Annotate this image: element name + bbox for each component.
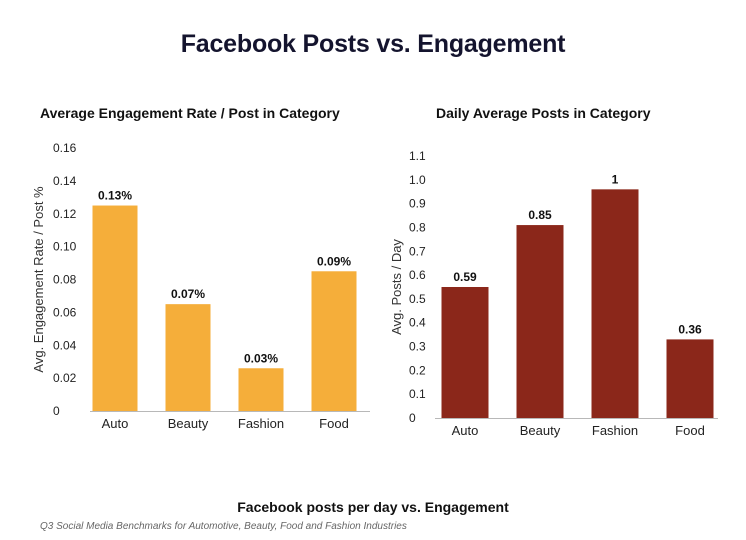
y-tick-label: 0.5	[409, 292, 426, 306]
bar-fashion	[591, 189, 639, 418]
chart-title: Average Engagement Rate / Post in Catego…	[40, 105, 340, 121]
data-label: 0.36	[678, 322, 702, 336]
y-tick-label: 0	[53, 404, 60, 418]
y-tick-label: 0	[409, 411, 416, 425]
y-tick-label: 0.2	[409, 363, 426, 377]
y-axis-label: Avg. Engagement Rate / Post %	[31, 186, 46, 373]
data-label: 0.85	[528, 208, 552, 222]
daily-posts-chart: Daily Average Posts in Category 0 0.1 0.2 0.…	[389, 105, 718, 438]
bar-auto	[92, 205, 138, 411]
category-label: Food	[675, 423, 705, 438]
data-label: 0.07%	[171, 287, 205, 301]
page-title: Facebook Posts vs. Engagement	[180, 30, 566, 58]
data-label: 0.13%	[98, 189, 132, 203]
chart-title: Daily Average Posts in Category	[436, 105, 651, 121]
y-tick-label: 0.6	[409, 268, 426, 282]
y-tick-label: 0.4	[409, 316, 426, 330]
category-label: Fashion	[592, 423, 638, 438]
bar-food	[311, 271, 357, 411]
y-tick-label: 1.0	[409, 173, 426, 187]
bar-fashion	[238, 368, 284, 411]
data-label: 1	[612, 172, 619, 186]
data-label: 0.03%	[244, 351, 278, 365]
y-tick-label: 0.10	[53, 240, 77, 254]
category-label: Beauty	[520, 423, 561, 438]
bar-auto	[441, 287, 489, 418]
source-note: Q3 Social Media Benchmarks for Automotiv…	[40, 521, 407, 532]
y-tick-label: 0.16	[53, 141, 77, 155]
y-tick-label: 0.08	[53, 273, 77, 287]
engagement-rate-chart: Average Engagement Rate / Post in Catego…	[31, 105, 370, 431]
category-label: Beauty	[168, 416, 209, 431]
bar-beauty	[516, 225, 564, 418]
category-label: Auto	[452, 423, 479, 438]
bar-food	[666, 339, 714, 418]
y-tick-label: 1.1	[409, 149, 426, 163]
y-tick-label: 0.12	[53, 207, 77, 221]
y-tick-label: 0.3	[409, 340, 426, 354]
bar-beauty	[165, 304, 211, 411]
y-tick-label: 0.8	[409, 220, 426, 234]
y-tick-label: 0.04	[53, 338, 77, 352]
category-label: Food	[319, 416, 349, 431]
y-tick-label: 0.06	[53, 305, 77, 319]
y-tick-label: 0.02	[53, 371, 77, 385]
y-axis-label: Avg. Posts / Day	[389, 239, 404, 335]
data-label: 0.09%	[317, 254, 351, 268]
category-label: Fashion	[238, 416, 284, 431]
y-tick-label: 0.14	[53, 174, 77, 188]
y-tick-label: 0.7	[409, 244, 426, 258]
category-label: Auto	[102, 416, 129, 431]
footer-title: Facebook posts per day vs. Engagement	[237, 499, 509, 515]
y-tick-label: 0.9	[409, 197, 426, 211]
y-tick-label: 0.1	[409, 387, 426, 401]
data-label: 0.59	[453, 270, 477, 284]
